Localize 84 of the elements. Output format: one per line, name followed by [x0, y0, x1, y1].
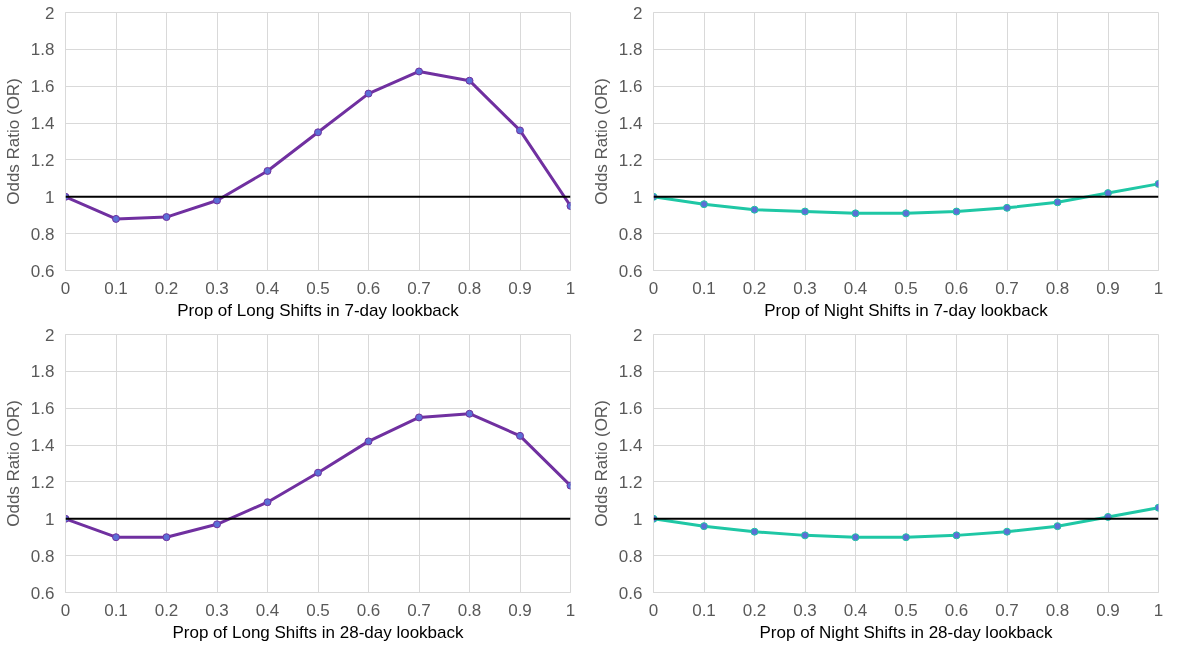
y-tick-label: 1.2 — [618, 472, 643, 492]
x-tick-label: 0.4 — [843, 600, 868, 620]
y-tick-label: 1.4 — [618, 436, 643, 456]
y-tick-label: 0.6 — [30, 583, 55, 603]
x-tick-label: 0.7 — [407, 600, 431, 620]
x-axis-title: Prop of Night Shifts in 7-day lookback — [764, 300, 1049, 320]
x-tick-label: 0.7 — [995, 600, 1019, 620]
y-tick-label: 1 — [633, 509, 643, 529]
x-tick-label: 0.1 — [692, 278, 716, 298]
x-tick-label: 0 — [60, 278, 71, 298]
x-tick-label: 0.4 — [255, 600, 280, 620]
x-tick-label: 0.6 — [356, 600, 381, 620]
x-tick-label: 0 — [648, 600, 659, 620]
x-tick-label: 0 — [60, 600, 71, 620]
y-tick-label: 0.6 — [30, 261, 55, 281]
x-tick-label: 0.2 — [742, 600, 767, 620]
x-tick-label: 0.9 — [1096, 600, 1120, 620]
x-tick-label: 0.6 — [944, 600, 969, 620]
x-tick-label: 0.1 — [104, 600, 128, 620]
x-axis-title: Prop of Long Shifts in 7-day lookback — [177, 300, 460, 320]
x-tick-label: 0.7 — [995, 278, 1019, 298]
y-tick-label: 2 — [45, 3, 55, 23]
y-tick-label: 1 — [45, 187, 55, 207]
y-tick-label: 0.8 — [618, 224, 643, 244]
y-tick-label: 1.4 — [30, 114, 55, 134]
y-tick-label: 2 — [633, 3, 643, 23]
y-tick-label: 1.6 — [618, 77, 643, 97]
x-tick-label: 0.3 — [793, 278, 817, 298]
x-tick-label: 0.1 — [104, 278, 128, 298]
x-tick-label: 0.8 — [1045, 600, 1070, 620]
y-tick-label: 1.4 — [30, 436, 55, 456]
x-axis-title: Prop of Night Shifts in 28-day lookback — [759, 622, 1053, 642]
x-tick-label: 0.8 — [457, 600, 482, 620]
x-tick-label: 0.5 — [306, 278, 330, 298]
x-tick-label: 0.6 — [356, 278, 381, 298]
x-tick-label: 0.7 — [407, 278, 431, 298]
x-tick-label: 0.9 — [508, 600, 532, 620]
x-tick-label: 0.8 — [457, 278, 482, 298]
x-tick-label: 0.4 — [843, 278, 868, 298]
x-tick-label: 0 — [648, 278, 659, 298]
y-tick-label: 1.4 — [618, 114, 643, 134]
x-tick-label: 0.5 — [894, 600, 918, 620]
x-tick-label: 0.5 — [894, 278, 918, 298]
x-tick-label: 0.6 — [944, 278, 969, 298]
y-tick-label: 1.2 — [618, 150, 643, 170]
y-axis-title: Odds Ratio (OR) — [591, 400, 611, 527]
x-tick-label: 1 — [565, 600, 576, 620]
y-axis-title: Odds Ratio (OR) — [591, 78, 611, 205]
x-tick-label: 1 — [1153, 600, 1164, 620]
y-tick-label: 0.8 — [30, 224, 55, 244]
x-tick-label: 0.3 — [205, 600, 229, 620]
x-tick-label: 1 — [1153, 278, 1164, 298]
x-tick-label: 0.3 — [793, 600, 817, 620]
x-tick-label: 0.9 — [1096, 278, 1120, 298]
y-tick-label: 2 — [633, 325, 643, 345]
y-axis-title: Odds Ratio (OR) — [3, 78, 23, 205]
y-tick-label: 1.8 — [30, 362, 55, 382]
y-tick-label: 1.2 — [30, 472, 55, 492]
x-tick-label: 0.9 — [508, 278, 532, 298]
y-tick-label: 1.6 — [618, 399, 643, 419]
x-tick-label: 0.5 — [306, 600, 330, 620]
x-tick-label: 0.2 — [154, 278, 179, 298]
x-tick-label: 0.2 — [154, 600, 179, 620]
y-tick-label: 1.6 — [30, 77, 55, 97]
x-tick-label: 0.2 — [742, 278, 767, 298]
x-tick-label: 0.4 — [255, 278, 280, 298]
y-tick-label: 1.8 — [30, 40, 55, 60]
y-tick-label: 1.2 — [30, 150, 55, 170]
y-axis-title: Odds Ratio (OR) — [3, 400, 23, 527]
y-tick-label: 1.8 — [618, 362, 643, 382]
y-tick-label: 1.6 — [30, 399, 55, 419]
y-tick-label: 2 — [45, 325, 55, 345]
y-tick-label: 0.8 — [618, 546, 643, 566]
y-tick-label: 1 — [45, 509, 55, 529]
x-tick-label: 0.8 — [1045, 278, 1070, 298]
y-tick-label: 0.6 — [618, 261, 643, 281]
y-tick-label: 1 — [633, 187, 643, 207]
x-tick-label: 0.1 — [692, 600, 716, 620]
x-tick-label: 1 — [565, 278, 576, 298]
y-tick-label: 0.6 — [618, 583, 643, 603]
y-tick-label: 0.8 — [30, 546, 55, 566]
x-axis-title: Prop of Long Shifts in 28-day lookback — [172, 622, 465, 642]
y-tick-label: 1.8 — [618, 40, 643, 60]
x-tick-label: 0.3 — [205, 278, 229, 298]
